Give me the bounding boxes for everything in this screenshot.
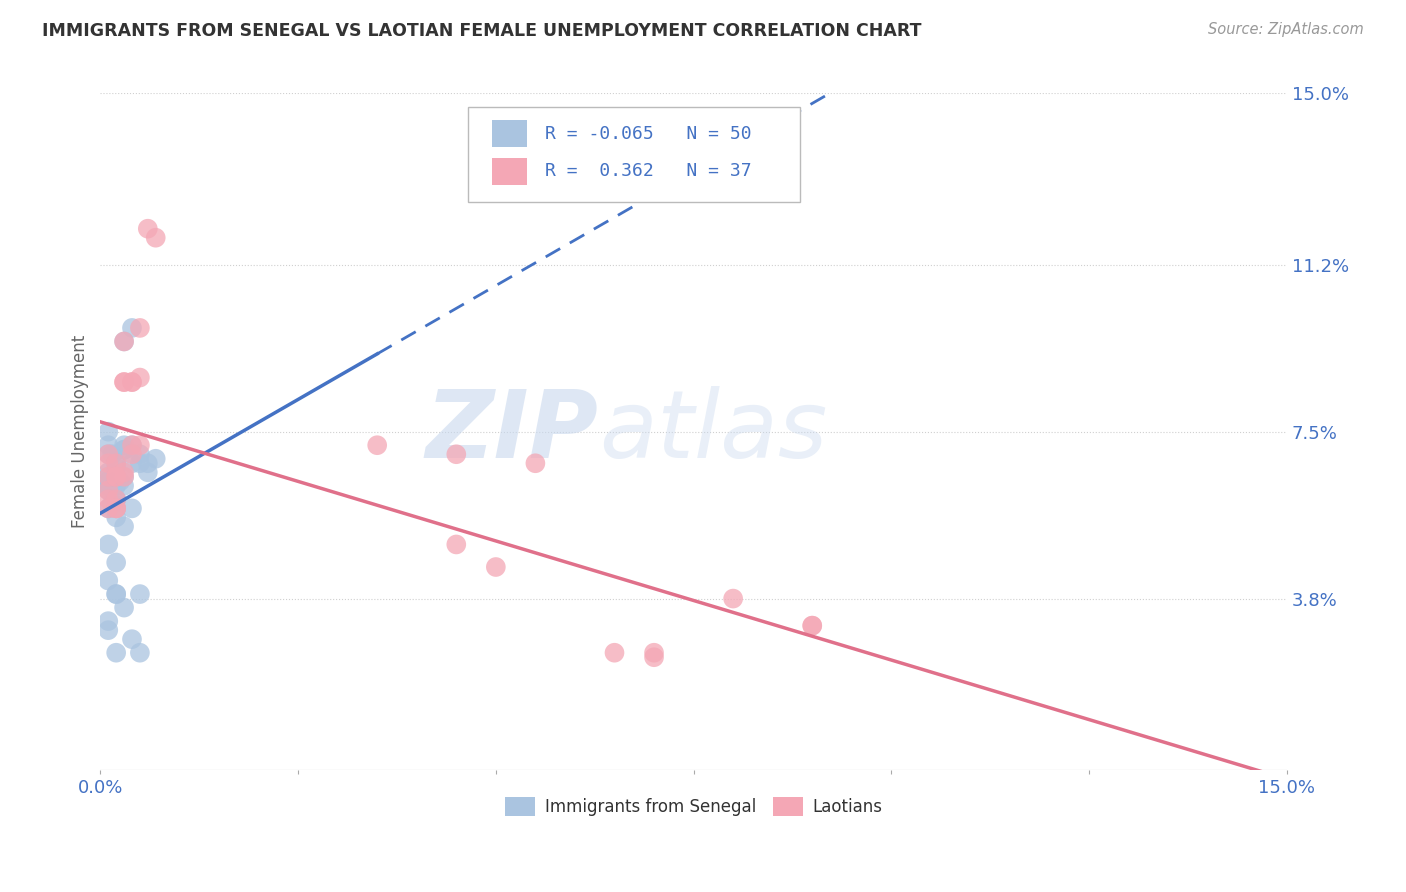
Point xyxy=(112,600,135,615)
Point xyxy=(97,623,120,637)
Point xyxy=(97,425,120,439)
Point xyxy=(129,321,152,335)
Point xyxy=(112,375,135,389)
Point xyxy=(97,614,120,628)
Point xyxy=(105,510,128,524)
Point xyxy=(105,456,128,470)
Point xyxy=(112,470,135,484)
Point xyxy=(136,465,159,479)
Point xyxy=(105,470,128,484)
Point xyxy=(105,492,128,507)
Point xyxy=(643,650,665,665)
Point xyxy=(112,334,135,349)
Point xyxy=(105,492,128,507)
Point xyxy=(801,618,824,632)
Point xyxy=(97,479,120,493)
Point xyxy=(97,438,120,452)
Point xyxy=(366,438,388,452)
Point xyxy=(97,483,120,498)
Point xyxy=(97,483,120,498)
Text: ZIP: ZIP xyxy=(426,385,599,478)
Point xyxy=(121,447,143,461)
Point xyxy=(105,470,128,484)
Point xyxy=(446,537,468,551)
Point xyxy=(524,456,547,470)
Point xyxy=(446,447,468,461)
Point xyxy=(136,221,159,235)
Point xyxy=(105,556,128,570)
Point xyxy=(129,587,152,601)
Point xyxy=(129,646,152,660)
Text: Source: ZipAtlas.com: Source: ZipAtlas.com xyxy=(1208,22,1364,37)
Text: R =  0.362   N = 37: R = 0.362 N = 37 xyxy=(546,162,752,180)
Point xyxy=(643,646,665,660)
Point xyxy=(112,465,135,479)
Point xyxy=(121,375,143,389)
Point xyxy=(145,230,167,244)
Text: IMMIGRANTS FROM SENEGAL VS LAOTIAN FEMALE UNEMPLOYMENT CORRELATION CHART: IMMIGRANTS FROM SENEGAL VS LAOTIAN FEMAL… xyxy=(42,22,922,40)
Point xyxy=(97,501,120,516)
Point xyxy=(97,479,120,493)
Point xyxy=(112,375,135,389)
Point xyxy=(121,438,143,452)
Point xyxy=(105,460,128,475)
Point xyxy=(112,334,135,349)
Text: atlas: atlas xyxy=(599,386,827,477)
Point xyxy=(97,475,120,489)
Point xyxy=(105,587,128,601)
Point xyxy=(801,618,824,632)
Point xyxy=(108,475,131,489)
FancyBboxPatch shape xyxy=(468,107,800,202)
Point xyxy=(105,646,128,660)
FancyBboxPatch shape xyxy=(492,120,527,147)
Point xyxy=(145,451,167,466)
Point xyxy=(101,447,124,461)
Point xyxy=(129,456,152,470)
Legend: Immigrants from Senegal, Laotians: Immigrants from Senegal, Laotians xyxy=(498,790,889,822)
Point xyxy=(97,447,120,461)
Point xyxy=(121,501,143,516)
Point xyxy=(97,537,120,551)
Point xyxy=(101,497,124,511)
Y-axis label: Female Unemployment: Female Unemployment xyxy=(72,335,89,528)
Point xyxy=(105,479,128,493)
Point xyxy=(121,321,143,335)
Point xyxy=(97,465,120,479)
Point xyxy=(721,591,744,606)
Point xyxy=(136,456,159,470)
Point xyxy=(121,375,143,389)
Point xyxy=(105,501,128,516)
Point xyxy=(121,438,143,452)
Point xyxy=(129,370,152,384)
Point xyxy=(121,632,143,647)
Point xyxy=(112,519,135,533)
Point xyxy=(105,470,128,484)
Point xyxy=(112,438,135,452)
Point xyxy=(105,456,128,470)
Point xyxy=(97,501,120,516)
Point xyxy=(97,483,120,498)
Point xyxy=(105,587,128,601)
Point xyxy=(112,442,135,457)
Text: R = -0.065   N = 50: R = -0.065 N = 50 xyxy=(546,125,752,143)
Point xyxy=(112,470,135,484)
Point xyxy=(97,447,120,461)
Point xyxy=(112,479,135,493)
Point xyxy=(129,447,152,461)
Point xyxy=(485,560,508,574)
Point xyxy=(97,456,120,470)
Point xyxy=(97,470,120,484)
Point xyxy=(112,442,135,457)
Point xyxy=(97,470,120,484)
Point xyxy=(97,574,120,588)
Point xyxy=(105,492,128,507)
Point xyxy=(603,646,626,660)
Point xyxy=(121,456,143,470)
Point xyxy=(129,438,152,452)
FancyBboxPatch shape xyxy=(492,158,527,185)
Point xyxy=(97,492,120,507)
Point xyxy=(105,501,128,516)
Point xyxy=(105,501,128,516)
